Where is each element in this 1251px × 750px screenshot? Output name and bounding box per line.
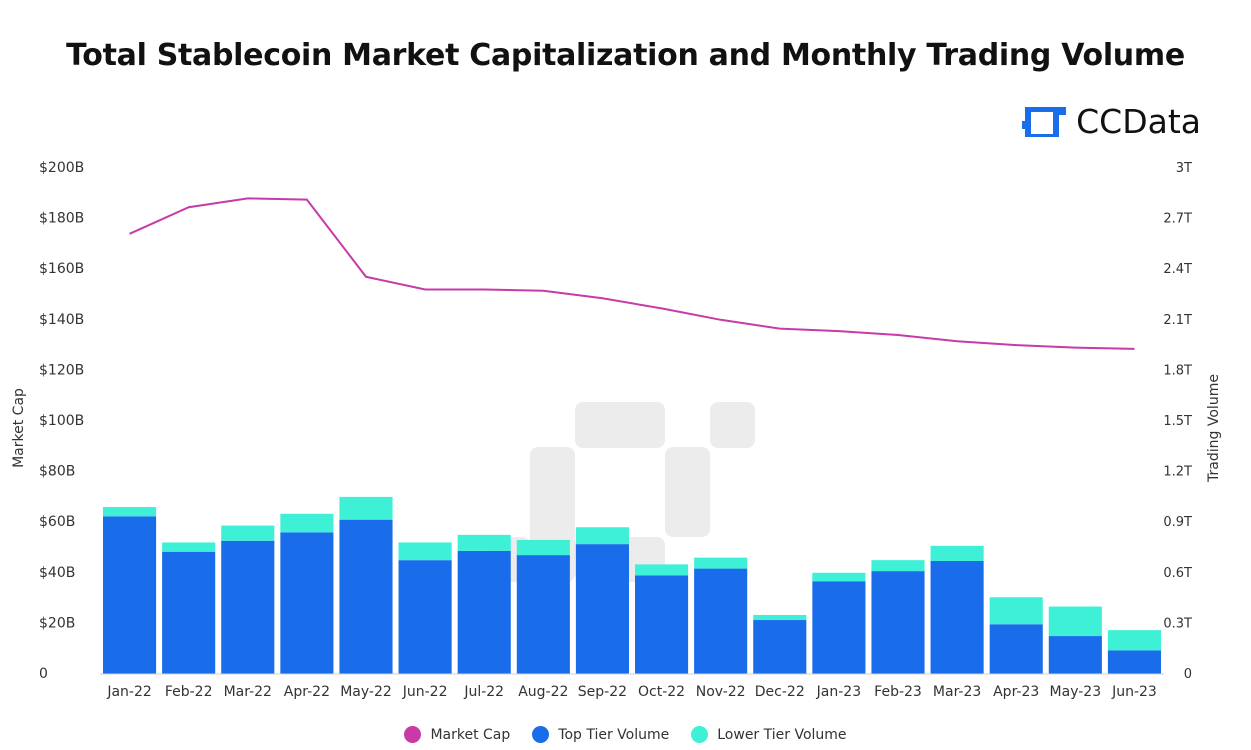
right-axis-label: Trading Volume: [1206, 374, 1222, 483]
left-axis-label: Market Cap: [11, 388, 27, 468]
bar-lower-tier-May-23[interactable]: [1048, 606, 1102, 637]
bar-lower-tier-Nov-22[interactable]: [694, 557, 748, 569]
bar-top-tier-May-23[interactable]: [1048, 636, 1102, 674]
market-cap-line[interactable]: [129, 197, 1135, 350]
x-tick-label: Feb-23: [874, 684, 922, 700]
bar-top-tier-Jun-22[interactable]: [398, 560, 452, 674]
left-tick-label: $100B: [39, 413, 84, 429]
bar-lower-tier-Apr-22[interactable]: [280, 513, 334, 533]
bar-lower-tier-Mar-22[interactable]: [221, 525, 275, 541]
x-tick-label: Dec-22: [755, 684, 805, 700]
right-tick-label: 0.6T: [1163, 566, 1192, 581]
bar-top-tier-Jul-22[interactable]: [457, 550, 511, 674]
right-tick-label: 0.3T: [1163, 616, 1192, 631]
bar-lower-tier-Oct-22[interactable]: [635, 564, 689, 576]
right-tick-label: 1.5T: [1163, 414, 1192, 429]
left-tick-label: $200B: [39, 160, 84, 176]
x-tick-label: Aug-22: [518, 684, 568, 700]
x-tick-label: May-22: [340, 684, 392, 700]
left-axis-ticks: 0 $20B $40B $60B $80B $100B $120B $140B $160B $18…: [39, 160, 84, 682]
legend-label: Market Cap: [430, 726, 511, 743]
right-axis-ticks: 0 0.3T 0.6T 0.9T 1.2T 1.5T 1.8T 2.1T 2.4T 2.7T 3T: [1163, 161, 1192, 682]
x-tick-label: Oct-22: [638, 684, 685, 700]
x-axis-ticks: Jan-22 Feb-22 Mar-22 Apr-22 May-22 Jun-22 Jul-…: [106, 684, 1156, 700]
bar-top-tier-Dec-22[interactable]: [753, 620, 807, 674]
x-tick-label: Jan-22: [106, 684, 151, 700]
bar-lower-tier-Jun-23[interactable]: [1107, 630, 1161, 651]
x-tick-label: Mar-23: [933, 684, 981, 700]
left-tick-label: $180B: [39, 211, 84, 227]
bar-lower-tier-Jul-22[interactable]: [457, 534, 511, 551]
bar-top-tier-Jun-23[interactable]: [1107, 650, 1161, 674]
bar-top-tier-Mar-22[interactable]: [221, 540, 275, 674]
left-tick-label: $80B: [39, 464, 75, 480]
bar-top-tier-Apr-22[interactable]: [280, 532, 334, 674]
legend-item-top-tier-volume[interactable]: Top Tier Volume: [532, 726, 669, 743]
right-tick-label: 3T: [1176, 161, 1192, 176]
logo-text: CCData: [1076, 102, 1201, 141]
left-tick-label: $140B: [39, 312, 84, 328]
legend-item-lower-tier-volume[interactable]: Lower Tier Volume: [691, 726, 847, 743]
right-tick-label: 0.9T: [1163, 515, 1192, 530]
ccdata-logo: CCData: [1022, 102, 1201, 141]
bar-lower-tier-Jan-22[interactable]: [103, 507, 157, 517]
chart-title: Total Stablecoin Market Capitalization a…: [66, 38, 1185, 73]
market-cap-line-group: [129, 197, 1135, 350]
legend-swatch-top-tier: [532, 726, 550, 743]
ccdata-logo-icon: [1022, 106, 1067, 137]
x-tick-label: Sep-22: [578, 684, 627, 700]
bar-top-tier-Nov-22[interactable]: [694, 568, 748, 674]
left-tick-label: $40B: [39, 565, 75, 581]
x-tick-label: Jan-23: [816, 684, 861, 700]
bar-top-tier-Apr-23[interactable]: [989, 624, 1043, 674]
bar-top-tier-Feb-23[interactable]: [871, 571, 925, 674]
legend-swatch-market-cap: [404, 726, 422, 743]
bar-top-tier-May-22[interactable]: [339, 519, 393, 674]
legend-item-market-cap[interactable]: Market Cap: [404, 726, 510, 743]
right-tick-label: 2.1T: [1163, 313, 1192, 328]
x-tick-label: Mar-22: [224, 684, 272, 700]
x-tick-label: Apr-23: [993, 684, 1039, 700]
x-tick-label: Feb-22: [165, 684, 213, 700]
right-tick-label: 1.2T: [1163, 465, 1192, 480]
x-tick-label: Jul-22: [463, 684, 504, 700]
bars-group: [103, 496, 1161, 674]
bar-top-tier-Aug-22[interactable]: [516, 555, 570, 674]
x-tick-label: Jun-22: [402, 684, 448, 700]
bar-lower-tier-Dec-22[interactable]: [753, 614, 807, 621]
bar-lower-tier-May-22[interactable]: [339, 496, 393, 520]
bar-top-tier-Mar-23[interactable]: [930, 560, 984, 674]
bar-top-tier-Jan-23[interactable]: [812, 581, 866, 674]
x-tick-label: May-23: [1050, 684, 1102, 700]
bar-top-tier-Oct-22[interactable]: [635, 575, 689, 674]
left-tick-label: $20B: [39, 615, 75, 631]
legend-label: Top Tier Volume: [558, 726, 670, 743]
bar-lower-tier-Sep-22[interactable]: [575, 527, 629, 545]
x-tick-label: Apr-22: [284, 684, 330, 700]
bar-lower-tier-Jan-23[interactable]: [812, 572, 866, 582]
bar-lower-tier-Jun-22[interactable]: [398, 542, 452, 561]
bar-lower-tier-Apr-23[interactable]: [989, 597, 1043, 625]
right-tick-label: 1.8T: [1163, 363, 1192, 378]
left-tick-label: $60B: [39, 514, 75, 530]
x-tick-label: Nov-22: [696, 684, 746, 700]
left-tick-label: $120B: [39, 362, 84, 378]
bar-lower-tier-Feb-23[interactable]: [871, 560, 925, 572]
bar-top-tier-Sep-22[interactable]: [575, 544, 629, 674]
bar-lower-tier-Feb-22[interactable]: [162, 542, 216, 552]
left-tick-label: $160B: [39, 261, 84, 277]
bar-lower-tier-Aug-22[interactable]: [516, 539, 570, 556]
right-tick-label: 0: [1184, 667, 1192, 682]
right-tick-label: 2.7T: [1163, 212, 1192, 227]
bar-top-tier-Feb-22[interactable]: [162, 551, 216, 674]
legend: Market Cap Top Tier Volume Lower Tier Vo…: [0, 726, 1251, 743]
legend-swatch-lower-tier: [691, 726, 709, 743]
right-tick-label: 2.4T: [1163, 262, 1192, 277]
left-tick-label: 0: [39, 666, 48, 682]
bar-top-tier-Jan-22[interactable]: [103, 516, 157, 674]
x-tick-label: Jun-23: [1111, 684, 1157, 700]
bar-lower-tier-Mar-23[interactable]: [930, 545, 984, 561]
legend-label: Lower Tier Volume: [717, 726, 847, 743]
